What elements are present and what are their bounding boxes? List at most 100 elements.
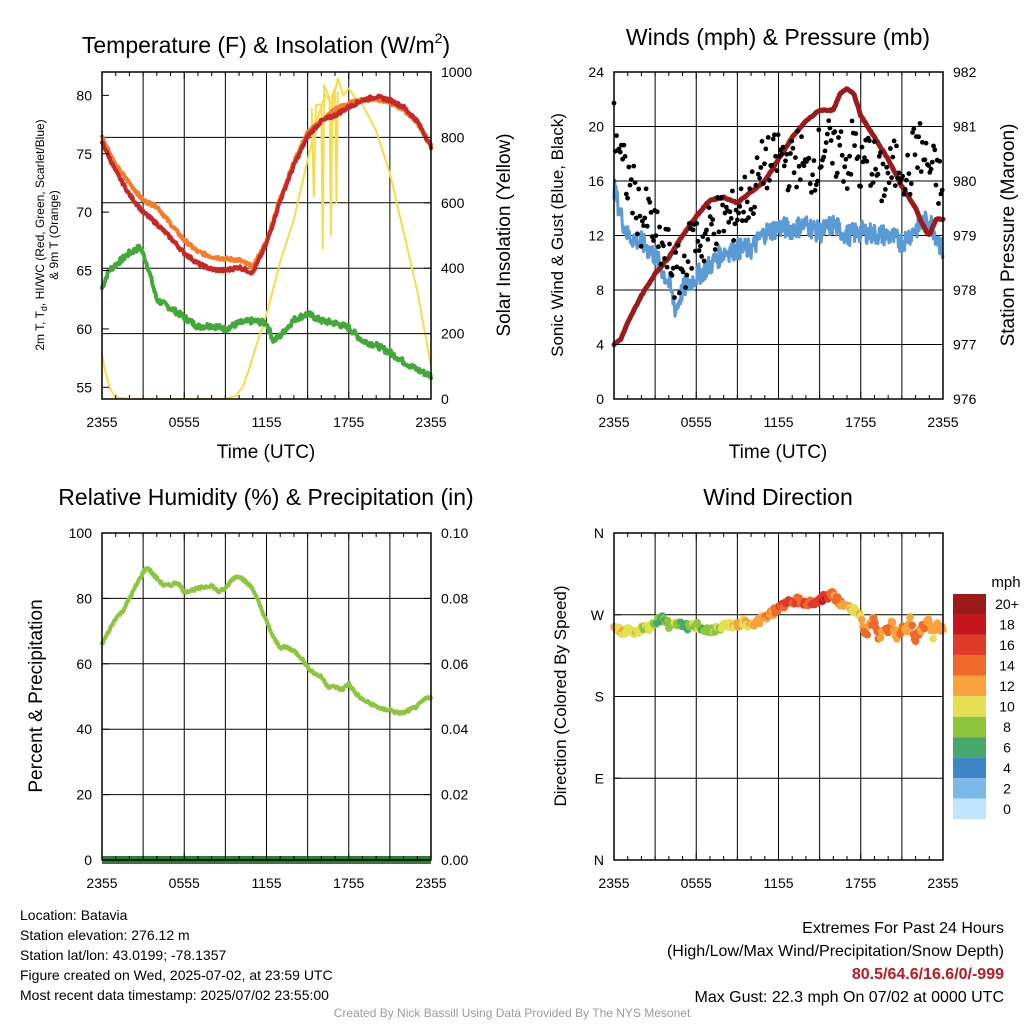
- gust-point: [748, 207, 754, 212]
- gust-point: [827, 125, 833, 131]
- gust-point: [844, 186, 850, 192]
- gust-point: [858, 184, 864, 189]
- gust-point: [728, 216, 734, 221]
- colorbar-swatch: [953, 634, 986, 656]
- gust-point: [904, 177, 909, 183]
- gust-point: [901, 191, 907, 197]
- gust-point: [939, 187, 945, 193]
- x-tick-label: 0555: [681, 875, 712, 891]
- gust-point: [753, 182, 759, 188]
- colorbar-swatch: [953, 737, 986, 758]
- gust-point: [813, 182, 819, 188]
- gust-point: [701, 258, 707, 264]
- y-tick-label: 55: [76, 379, 92, 395]
- series-line-sonic-wind: [612, 178, 945, 318]
- gust-point: [732, 221, 738, 227]
- direction-point: [756, 619, 764, 628]
- y-right-tick-label: 0.08: [441, 590, 468, 606]
- gust-point: [736, 210, 741, 216]
- direction-panel: Wind Direction Direction (Colored By Spe…: [551, 484, 1021, 807]
- colorbar-label: 6: [1003, 739, 1011, 755]
- x-tick-label: 0555: [169, 414, 200, 430]
- gust-point: [894, 143, 899, 149]
- gust-point: [931, 143, 936, 149]
- gust-point: [720, 202, 725, 208]
- gust-point: [797, 177, 803, 183]
- gust-point: [818, 164, 824, 170]
- y-right-tick-label: 800: [441, 129, 465, 145]
- colorbar-label: 8: [1003, 719, 1011, 735]
- gust-point: [841, 179, 846, 184]
- gust-point: [738, 186, 744, 192]
- y-right-tick-label: 0.06: [441, 656, 468, 672]
- gust-point: [648, 210, 654, 215]
- gust-point: [784, 151, 790, 157]
- humidity-title: Relative Humidity (%) & Precipitation (i…: [58, 484, 473, 510]
- x-tick-label: 2355: [415, 875, 446, 891]
- gust-point: [852, 143, 857, 149]
- gust-point: [769, 163, 775, 168]
- gust-point: [643, 186, 649, 192]
- gust-point: [810, 172, 815, 178]
- gust-point: [737, 204, 743, 209]
- gust-point: [739, 218, 745, 224]
- gust-point: [876, 153, 882, 159]
- gust-point: [669, 273, 675, 278]
- gust-point: [638, 243, 644, 249]
- max-gust-text: Max Gust: 22.3 mph On 07/02 at 0000 UTC: [694, 989, 1005, 1006]
- gust-point: [864, 158, 870, 164]
- gust-point: [621, 142, 627, 148]
- gust-point: [762, 161, 767, 167]
- colorbar-swatch: [953, 675, 986, 697]
- x-tick-label: 1755: [333, 414, 364, 430]
- gust-point: [928, 166, 934, 172]
- gust-point: [628, 177, 634, 183]
- y-right-tick-label: 400: [441, 260, 465, 276]
- y-tick-label: 24: [588, 64, 604, 80]
- winds-ylabel-right: Station Pressure (Maroon): [998, 124, 1019, 347]
- gust-point: [699, 254, 704, 259]
- gust-point: [875, 171, 881, 177]
- y-tick-label: 0: [84, 852, 92, 868]
- winds-xlabel: Time (UTC): [729, 442, 828, 463]
- y-tick-label: 0: [596, 391, 604, 407]
- y-right-tick-label: 0: [441, 391, 449, 407]
- gust-point: [886, 180, 892, 186]
- gust-point: [755, 171, 761, 177]
- gust-point: [726, 219, 732, 225]
- gust-point: [735, 217, 740, 223]
- temperature-ylabel-right: Solar Insolation (Yellow): [494, 133, 515, 336]
- created-text: Figure created on Wed, 2025-07-02, at 23…: [20, 967, 333, 983]
- gust-point: [746, 215, 751, 221]
- gust-point: [799, 134, 804, 140]
- extremes-info: Extremes For Past 24 Hours (High/Low/Max…: [667, 917, 1004, 1009]
- gust-point: [681, 253, 687, 259]
- y-tick-label: 80: [76, 590, 92, 606]
- gust-point: [859, 144, 865, 150]
- gust-point: [828, 138, 834, 143]
- gust-point: [788, 151, 793, 156]
- gust-point: [907, 191, 913, 197]
- gust-point: [781, 163, 787, 169]
- gust-point: [617, 149, 623, 155]
- gust-point: [937, 158, 943, 164]
- y-tick-label: 100: [69, 525, 93, 541]
- gust-point: [811, 158, 817, 164]
- y-right-tick-label: 976: [953, 391, 977, 407]
- gust-point: [838, 129, 844, 135]
- gust-point: [716, 229, 722, 235]
- y-tick-label: 20: [588, 119, 604, 135]
- gust-point: [889, 175, 894, 181]
- colorbar-swatch: [953, 594, 986, 615]
- gust-point: [751, 211, 756, 217]
- direction-point: [863, 630, 872, 639]
- gust-point: [888, 146, 893, 151]
- y-right-tick-label: 1000: [441, 64, 472, 80]
- gust-point: [673, 250, 679, 255]
- gust-point: [895, 175, 901, 181]
- temperature-xlabel: Time (UTC): [217, 442, 316, 463]
- gust-point: [704, 227, 709, 233]
- gust-point: [883, 187, 888, 192]
- gust-point: [665, 227, 671, 232]
